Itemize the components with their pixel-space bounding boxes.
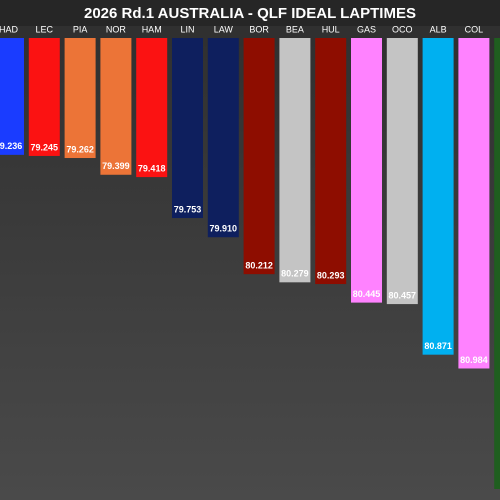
bar — [64, 38, 96, 159]
x-tick-label: COL — [465, 24, 484, 34]
value-label: 79.245 — [31, 142, 59, 152]
value-label: 79.262 — [66, 144, 94, 154]
value-label: 80.445 — [353, 289, 381, 299]
x-tick-label: NOR — [106, 24, 127, 34]
value-label: 79.418 — [138, 163, 166, 173]
value-label: 80.293 — [317, 270, 345, 280]
x-tick-label: LAW — [214, 24, 234, 34]
bar — [172, 38, 203, 219]
bar — [494, 38, 500, 489]
x-tick-label: ALB — [430, 24, 447, 34]
bar — [0, 38, 24, 155]
bar — [243, 38, 275, 275]
chart-title: 2026 Rd.1 AUSTRALIA - QLF IDEAL LAPTIMES — [84, 5, 416, 22]
value-label: 79.399 — [102, 161, 130, 171]
value-label: 79.236 — [0, 141, 22, 151]
bar — [279, 38, 311, 283]
value-label: 80.984 — [460, 355, 488, 365]
x-tick-label: HAM — [142, 24, 162, 34]
bar — [386, 38, 418, 305]
x-tick-label: BEA — [286, 24, 304, 34]
x-tick-label: HAD — [0, 24, 18, 34]
x-tick-label: LEC — [36, 24, 54, 34]
x-tick-label: BOR — [249, 24, 269, 34]
x-tick-label: PIA — [73, 24, 88, 34]
x-tick-label: LIN — [180, 24, 194, 34]
title-bar — [0, 0, 500, 26]
bar — [458, 38, 490, 369]
bar — [207, 38, 239, 238]
x-tick-label: OCO — [392, 24, 413, 34]
bar — [315, 38, 347, 285]
bar — [100, 38, 132, 175]
x-tick-label: HUL — [322, 24, 340, 34]
value-label: 80.457 — [389, 290, 417, 300]
value-label: 80.871 — [424, 341, 452, 351]
value-label: 79.910 — [210, 224, 238, 234]
value-label: 79.753 — [174, 204, 202, 214]
value-label: 80.279 — [281, 269, 309, 279]
x-tick-label: GAS — [357, 24, 376, 34]
bar — [351, 38, 382, 303]
bar — [136, 38, 168, 178]
bar — [28, 38, 60, 156]
value-label: 80.212 — [245, 261, 273, 271]
bar — [422, 38, 454, 355]
